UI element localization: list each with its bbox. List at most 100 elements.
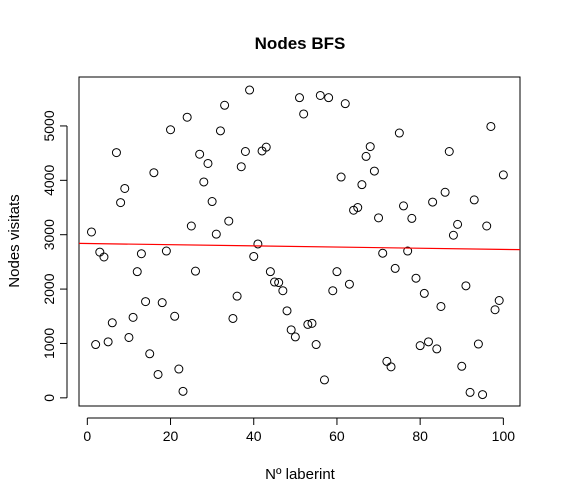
data-point <box>386 362 396 372</box>
data-point <box>473 339 483 349</box>
y-tick-label: 5000 <box>41 110 57 141</box>
data-point <box>236 162 246 172</box>
data-point <box>153 369 163 379</box>
data-point <box>145 349 155 359</box>
data-point <box>399 201 409 211</box>
data-point <box>390 263 400 273</box>
data-point <box>182 112 192 122</box>
data-point <box>128 312 138 322</box>
data-point <box>419 288 429 298</box>
y-axis-label: Nodes visitats <box>6 194 23 287</box>
y-axis: 0 1000 2000 3000 4000 5000 <box>41 110 68 402</box>
data-point <box>407 213 417 223</box>
data-point <box>186 221 196 231</box>
data-point <box>365 142 375 152</box>
data-point <box>490 305 500 315</box>
data-point <box>282 306 292 316</box>
data-point <box>203 158 213 168</box>
data-point <box>498 170 508 180</box>
data-point <box>303 319 313 329</box>
data-point <box>99 252 109 262</box>
data-point <box>448 230 458 240</box>
data-point <box>469 195 479 205</box>
x-axis: 0 20 40 60 80 100 <box>83 417 516 444</box>
data-point <box>324 93 334 103</box>
data-point <box>295 93 304 103</box>
data-point <box>116 198 126 208</box>
x-tick-label: 100 <box>492 428 516 444</box>
data-point <box>166 125 176 135</box>
x-tick-label: 80 <box>412 428 428 444</box>
data-point <box>486 121 496 131</box>
data-point <box>378 248 388 258</box>
data-point <box>299 109 309 119</box>
data-point <box>261 142 271 152</box>
data-point <box>403 246 413 256</box>
data-point <box>340 99 350 109</box>
data-point <box>228 313 238 323</box>
data-point <box>199 177 209 187</box>
data-point <box>240 147 250 157</box>
data-point <box>344 279 354 289</box>
data-point <box>332 267 342 277</box>
y-tick-label: 3000 <box>41 219 57 250</box>
data-point <box>120 183 130 193</box>
y-tick-label: 0 <box>41 394 57 402</box>
data-point <box>432 344 442 354</box>
data-point <box>328 286 338 296</box>
data-point <box>232 291 242 301</box>
data-point <box>270 277 280 287</box>
data-point <box>103 337 113 347</box>
x-tick-label: 60 <box>329 428 345 444</box>
data-point <box>157 298 167 308</box>
y-tick-label: 1000 <box>41 328 57 359</box>
data-point <box>274 278 284 288</box>
data-point <box>136 249 146 259</box>
data-points <box>86 85 508 400</box>
data-point <box>428 197 438 207</box>
data-point <box>461 281 471 291</box>
data-point <box>374 213 384 223</box>
data-point <box>141 297 151 307</box>
data-point <box>440 187 450 197</box>
data-point <box>394 128 404 138</box>
data-point <box>453 219 463 229</box>
x-tick-label: 0 <box>83 428 91 444</box>
trendline-group <box>78 242 521 251</box>
data-point <box>465 387 475 397</box>
data-point <box>207 197 217 207</box>
data-point <box>211 229 221 239</box>
data-point <box>411 273 421 283</box>
data-point <box>457 361 467 371</box>
data-point <box>278 286 288 296</box>
data-point <box>361 151 371 161</box>
data-point <box>382 356 392 366</box>
data-point <box>357 180 367 190</box>
data-point <box>220 100 230 110</box>
x-tick-label: 40 <box>246 428 262 444</box>
data-point <box>249 251 259 261</box>
data-point <box>265 267 275 277</box>
data-point <box>111 148 121 158</box>
data-point <box>311 340 321 350</box>
data-point <box>86 227 96 237</box>
data-point <box>423 337 433 347</box>
data-point <box>195 149 205 159</box>
data-point <box>415 341 425 351</box>
data-point <box>353 203 363 213</box>
data-point <box>494 296 504 306</box>
data-point <box>315 90 325 100</box>
data-point <box>290 332 300 342</box>
data-point <box>178 386 188 396</box>
data-point <box>369 166 379 176</box>
data-point <box>319 375 329 385</box>
data-point <box>444 147 454 157</box>
data-point <box>478 390 488 400</box>
data-point <box>224 216 234 226</box>
data-point <box>190 266 200 276</box>
x-tick-label: 20 <box>163 428 179 444</box>
data-point <box>170 311 180 321</box>
data-point <box>307 318 317 328</box>
data-point <box>336 172 346 182</box>
